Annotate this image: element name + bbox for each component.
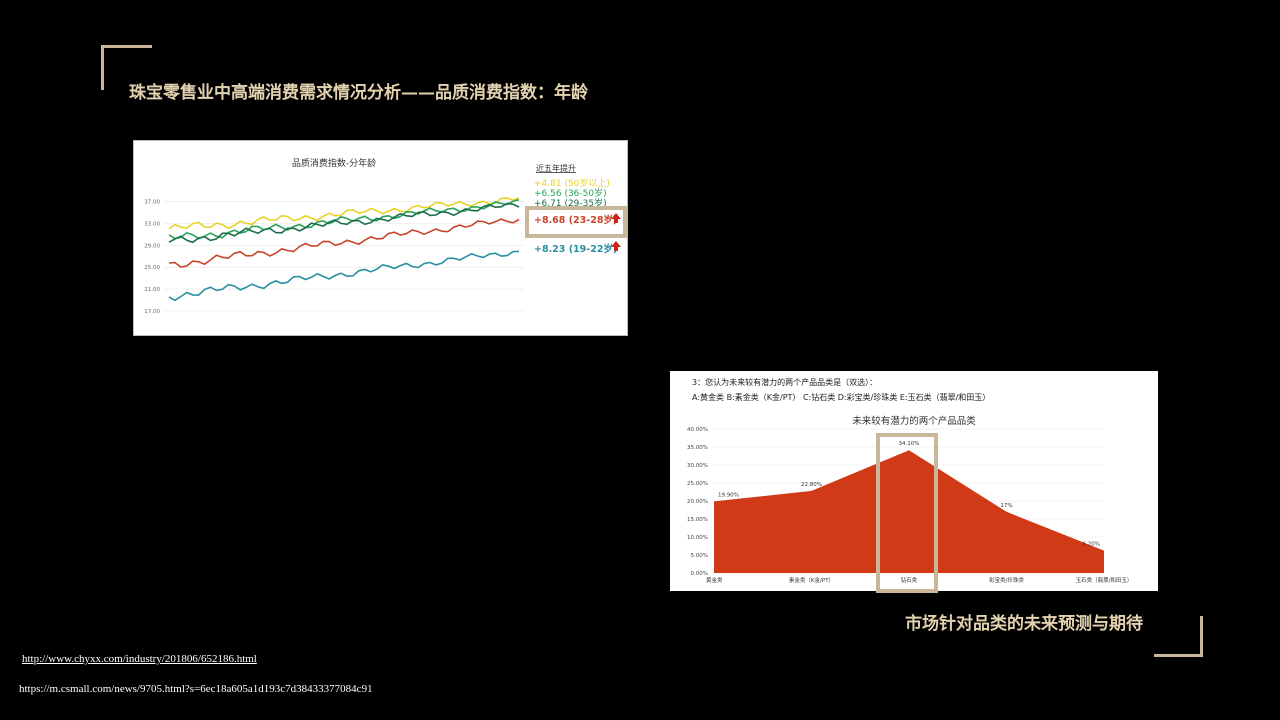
line-series bbox=[168, 197, 520, 230]
x-tick-label: 玉石类（翡翠/和田玉） bbox=[1076, 576, 1133, 584]
legend-entry: +4.81 (50岁以上) bbox=[534, 177, 610, 189]
y-tick-label: 37.00 bbox=[144, 199, 160, 205]
up-arrow-icon bbox=[611, 213, 621, 223]
y-tick-label: 0.00% bbox=[691, 571, 708, 577]
data-label: 17% bbox=[1000, 503, 1012, 509]
up-arrow-icon bbox=[611, 241, 621, 251]
legend-entry: +8.23 (19-22岁) bbox=[534, 243, 617, 255]
highlight-box-diamond bbox=[876, 433, 938, 593]
data-label: 34.10% bbox=[899, 441, 920, 447]
area-chart: 3：您认为未来较有潜力的两个产品品类是（双选）： A:黄金类 B:素金类（K金/… bbox=[687, 377, 1133, 584]
area-chart-panel: 3：您认为未来较有潜力的两个产品品类是（双选）： A:黄金类 B:素金类（K金/… bbox=[670, 371, 1158, 593]
y-tick-label: 40.00% bbox=[687, 427, 708, 433]
chart-caption: 市场针对品类的未来预测与期待 bbox=[905, 614, 1143, 634]
data-label: 19.90% bbox=[718, 492, 739, 498]
y-tick-label: 30.00% bbox=[687, 463, 708, 469]
survey-options: A:黄金类 B:素金类（K金/PT） C:钻石类 D:彩宝类/珍珠类 E:玉石类… bbox=[692, 392, 990, 402]
area-series bbox=[714, 450, 1104, 573]
data-label: 22.80% bbox=[801, 482, 822, 488]
y-tick-label: 20.00% bbox=[687, 499, 708, 505]
x-tick-label: 钻石类 bbox=[901, 576, 918, 584]
y-tick-label: 29.00 bbox=[144, 243, 160, 249]
x-tick-label: 素金类（K金/PT） bbox=[789, 576, 834, 584]
x-tick-label: 黄金类 bbox=[706, 576, 723, 584]
y-tick-label: 35.00% bbox=[687, 445, 708, 451]
source-link-1[interactable]: http://www.chyxx.com/industry/201806/652… bbox=[22, 653, 257, 665]
data-label: 6.20% bbox=[1083, 542, 1100, 548]
y-tick-label: 5.00% bbox=[691, 553, 708, 559]
y-tick-label: 10.00% bbox=[687, 535, 708, 541]
survey-question: 3：您认为未来较有潜力的两个产品品类是（双选）： bbox=[692, 377, 877, 387]
line-chart-panel: 品质消费指数-分年龄 37.00 33.00 29.00 25.00 21.00 17.0… bbox=[133, 140, 628, 336]
y-tick-label: 33.00 bbox=[144, 221, 160, 227]
legend-title: 近五年提升 bbox=[536, 163, 576, 173]
highlight-box-23-28 bbox=[525, 206, 627, 238]
x-tick-label: 彩宝类/珍珠类 bbox=[989, 576, 1024, 584]
slide-title: 珠宝零售业中高端消费需求情况分析——品质消费指数：年龄 bbox=[129, 83, 588, 103]
line-series bbox=[168, 202, 520, 244]
source-link-2[interactable]: https://m.csmall.com/news/9705.html?s=6e… bbox=[19, 683, 373, 695]
legend-entry: +8.68 (23-28岁) bbox=[534, 214, 617, 226]
legend-entry: +6.56 (36-50岁) bbox=[534, 187, 607, 199]
line-chart: 品质消费指数-分年龄 37.00 33.00 29.00 25.00 21.00 17.0… bbox=[144, 157, 621, 315]
y-tick-label: 15.00% bbox=[687, 517, 708, 523]
line-series bbox=[168, 218, 520, 268]
y-tick-label: 21.00 bbox=[144, 287, 160, 293]
line-chart-title: 品质消费指数-分年龄 bbox=[292, 157, 376, 169]
y-tick-label: 17.00 bbox=[144, 309, 160, 315]
y-tick-label: 25.00 bbox=[144, 265, 160, 271]
line-series bbox=[168, 199, 520, 240]
area-chart-title: 未来较有潜力的两个产品品类 bbox=[852, 415, 976, 427]
corner-decoration-top-left bbox=[101, 45, 152, 90]
line-series bbox=[168, 250, 520, 302]
y-tick-label: 25.00% bbox=[687, 481, 708, 487]
corner-decoration-bottom-right bbox=[1154, 616, 1203, 657]
